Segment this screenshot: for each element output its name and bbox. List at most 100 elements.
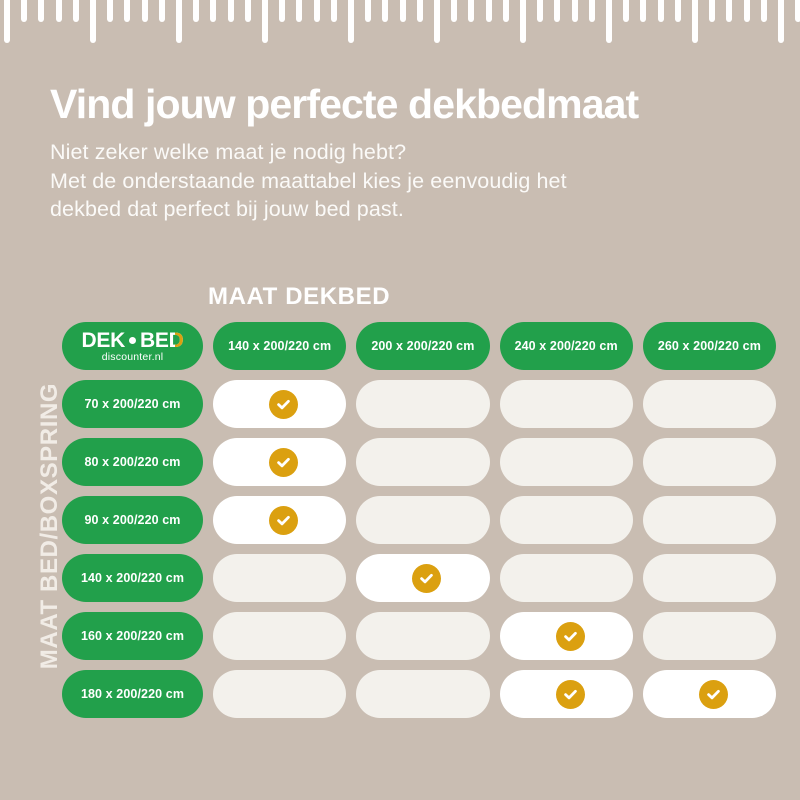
headline-block: Vind jouw perfecte dekbedmaat Niet zeker… [50,82,764,224]
table-row: 90 x 200/220 cm [62,496,776,544]
ruler-tick [348,0,354,43]
matrix-cell-r3-c1[interactable] [213,496,347,544]
matrix-cell-r2-c3[interactable] [499,438,633,486]
row-header-6[interactable]: 180 x 200/220 cm [62,670,203,718]
ruler-tick [158,0,165,22]
subtitle-line-3: dekbed dat perfect bij jouw bed past. [50,197,404,222]
ruler-tick [502,0,509,22]
matrix-cell-r3-c2[interactable] [356,496,490,544]
ruler-tick [588,0,595,22]
ruler-tick [365,0,372,22]
ruler-tick [107,0,114,22]
ruler-tick [416,0,423,22]
matrix-cell-r5-c2[interactable] [356,612,490,660]
row-header-2[interactable]: 80 x 200/220 cm [62,438,203,486]
ruler-tick [640,0,647,22]
row-header-5[interactable]: 160 x 200/220 cm [62,612,203,660]
matrix-cell-r1-c4[interactable] [642,380,776,428]
row-header-4[interactable]: 140 x 200/220 cm [62,554,203,602]
ruler-tick [176,0,182,43]
page-title: Vind jouw perfecte dekbedmaat [50,81,639,127]
matrix-cell-r3-c3[interactable] [499,496,633,544]
matrix-cell-r6-c4[interactable] [642,670,776,718]
ruler-tick [313,0,320,22]
ruler-tick [434,0,440,43]
ruler-tick [124,0,131,22]
ruler-tick [279,0,286,22]
table-row: 160 x 200/220 cm [62,612,776,660]
bullet-dot-icon [129,336,136,344]
column-axis-title: MAAT DEKBED [208,283,391,310]
row-axis-title: MAAT BED/BOXSPRING [36,382,63,670]
table-row: 140 x 200/220 cm [62,554,776,602]
ruler-tick [399,0,406,22]
matrix-cell-r2-c4[interactable] [642,438,776,486]
ruler-tick [38,0,45,22]
matrix-cell-r3-c4[interactable] [642,496,776,544]
column-header-3[interactable]: 240 x 200/220 cm [499,322,633,370]
ruler-tick [382,0,389,22]
ruler-tick [743,0,750,22]
row-header-1[interactable]: 70 x 200/220 cm [62,380,203,428]
ruler-tick [795,0,800,22]
ruler-tick [21,0,28,22]
ruler-tick [141,0,148,22]
ruler-tick [778,0,784,43]
matrix-cell-r6-c3[interactable] [499,670,633,718]
matrix-cell-r2-c1[interactable] [213,438,347,486]
ruler-tick [674,0,681,22]
matrix-cell-r1-c1[interactable] [213,380,347,428]
check-icon [698,679,728,709]
ruler-tick [692,0,698,43]
logo-word-bed: BED D [140,328,184,352]
ruler-tick [55,0,62,22]
ruler-tick [468,0,475,22]
ruler-tick [4,0,10,43]
check-icon [269,505,299,535]
ruler-tick [537,0,544,22]
ruler-tick [554,0,561,22]
check-icon [555,679,585,709]
matrix-cell-r6-c2[interactable] [356,670,490,718]
logo-gold-d-accent: D [175,329,184,351]
ruler-tick [72,0,79,22]
ruler-tick [520,0,526,43]
check-icon [412,563,442,593]
ruler-tick [657,0,664,22]
matrix-cell-r4-c1[interactable] [213,554,347,602]
ruler-tick [571,0,578,22]
table-row: 70 x 200/220 cm [62,380,776,428]
matrix-cell-r5-c1[interactable] [213,612,347,660]
row-header-3[interactable]: 90 x 200/220 cm [62,496,203,544]
page-subtitle: Niet zeker welke maat je nodig hebt? Met … [50,138,764,224]
matrix-cell-r5-c3[interactable] [499,612,633,660]
column-header-1[interactable]: 140 x 200/220 cm [213,322,347,370]
ruler-tick [760,0,767,22]
subtitle-line-2: Met de onderstaande maattabel kies je ee… [50,168,567,193]
matrix-cell-r5-c4[interactable] [642,612,776,660]
matrix-cell-r2-c2[interactable] [356,438,490,486]
ruler-tick [262,0,268,43]
ruler-tick [296,0,303,22]
ruler-tick [709,0,716,22]
ruler-tick [623,0,630,22]
logo-tagline: discounter.nl [101,350,164,363]
column-header-4[interactable]: 260 x 200/220 cm [642,322,776,370]
ruler-tick [193,0,200,22]
matrix-cell-r6-c1[interactable] [213,670,347,718]
ruler-tick [485,0,492,22]
matrix-cell-r1-c3[interactable] [499,380,633,428]
matrix-cell-r4-c4[interactable] [642,554,776,602]
ruler-tick [606,0,612,43]
column-header-2[interactable]: 200 x 200/220 cm [356,322,490,370]
ruler-tick [90,0,96,43]
ruler-tick [244,0,251,22]
matrix-cell-r4-c3[interactable] [499,554,633,602]
matrix-cell-r1-c2[interactable] [356,380,490,428]
matrix-cell-r4-c2[interactable] [356,554,490,602]
check-icon [555,621,585,651]
